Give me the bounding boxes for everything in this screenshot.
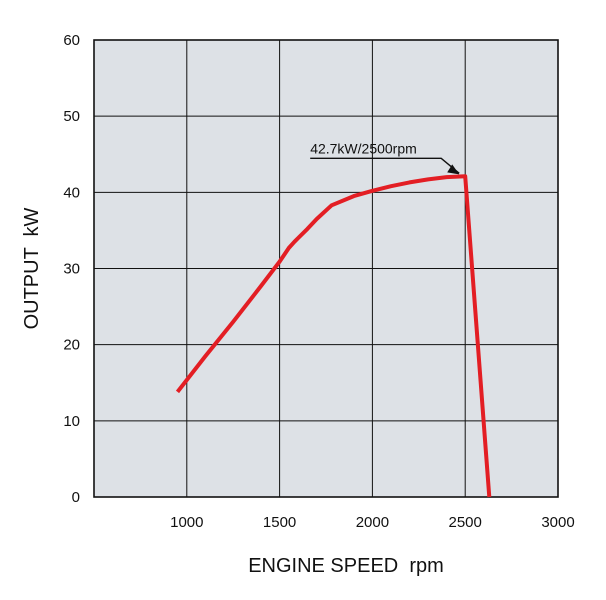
y-tick-label: 30 — [63, 261, 80, 278]
x-axis-ticks: 1000 1500 2000 2500 3000 — [170, 514, 575, 531]
series-layer — [175, 174, 492, 498]
annotation-arrowhead — [447, 164, 460, 175]
y-tick-label: 50 — [63, 108, 80, 125]
y-tick-label: 10 — [63, 413, 80, 430]
grid — [94, 39, 559, 498]
y-axis-title: OUTPUT kW — [21, 207, 43, 329]
x-tick-label: 2000 — [356, 514, 389, 531]
plot-frame — [93, 39, 559, 498]
x-axis-title: ENGINE SPEED rpm — [248, 555, 444, 577]
x-tick-label: 1000 — [170, 514, 203, 531]
annotation-label: 42.7kW/2500rpm — [310, 140, 417, 156]
y-tick-label: 20 — [63, 337, 80, 354]
y-tick-label: 60 — [63, 32, 80, 49]
y-tick-label: 0 — [72, 489, 80, 506]
y-axis-ticks: 0 10 20 30 40 50 60 — [63, 32, 80, 506]
x-tick-label: 1500 — [263, 514, 296, 531]
x-tick-label: 2500 — [449, 514, 482, 531]
annotation-layer: 42.7kW/2500rpm — [310, 140, 460, 175]
x-tick-label: 3000 — [541, 514, 574, 531]
y-tick-label: 40 — [63, 184, 80, 201]
output-curve — [175, 174, 492, 498]
